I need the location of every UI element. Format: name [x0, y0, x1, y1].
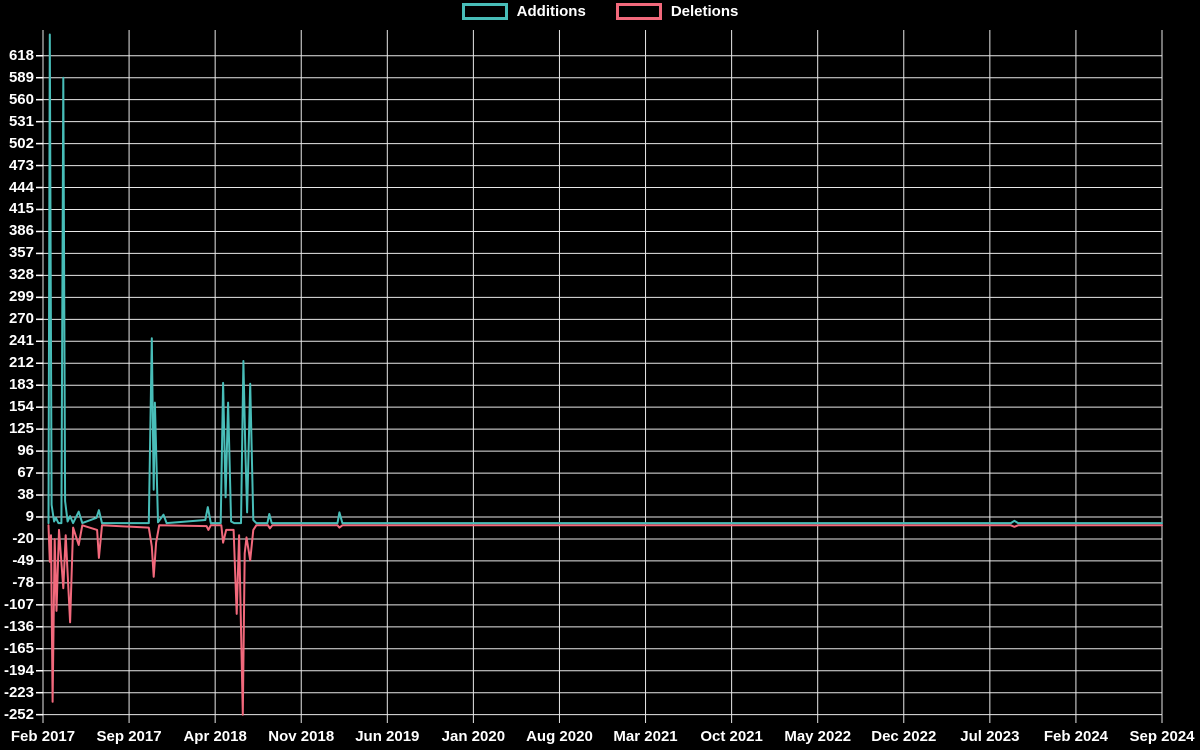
- x-tick-label: Oct 2021: [700, 728, 763, 745]
- y-tick-label: 9: [25, 507, 34, 525]
- y-tick-label: 183: [8, 376, 34, 394]
- additions-line: [47, 33, 1163, 525]
- y-tick-label: -49: [12, 551, 34, 569]
- legend-item-additions[interactable]: Additions: [461, 3, 586, 20]
- y-tick-label: -194: [3, 661, 34, 679]
- y-tick-label: -165: [3, 639, 34, 657]
- y-tick-label: 154: [8, 398, 34, 416]
- x-tick-label: Sep 2024: [1129, 728, 1195, 745]
- additions-swatch-icon: [461, 3, 508, 20]
- x-tick-label: Sep 2017: [96, 728, 162, 745]
- x-tick-label: Aug 2020: [526, 728, 593, 745]
- y-tick-label: 67: [17, 464, 34, 482]
- y-tick-label: 531: [8, 112, 34, 130]
- x-tick-label: Feb 2017: [10, 728, 76, 745]
- y-tick-label: 299: [8, 288, 34, 306]
- y-tick-label: 502: [8, 134, 34, 152]
- y-tick-label: 357: [8, 244, 34, 262]
- y-tick-label: -20: [12, 529, 34, 547]
- chart-legend: Additions Deletions: [0, 3, 1200, 20]
- y-tick-label: 241: [8, 332, 34, 350]
- y-tick-label: 415: [8, 200, 34, 218]
- y-tick-label: -223: [3, 683, 34, 701]
- y-tick-label: 328: [8, 266, 34, 284]
- y-tick-label: -252: [3, 705, 34, 723]
- legend-label-deletions: Deletions: [670, 3, 739, 20]
- y-tick-label: 96: [17, 442, 34, 460]
- x-tick-label: Feb 2024: [1043, 728, 1109, 745]
- y-tick-label: -107: [3, 595, 34, 613]
- y-tick-label: 473: [8, 156, 34, 174]
- y-tick-label: 38: [17, 486, 34, 504]
- y-tick-label: -78: [12, 573, 34, 591]
- y-tick-label: 444: [8, 178, 34, 196]
- legend-label-additions: Additions: [516, 3, 586, 20]
- x-tick-label: Nov 2018: [268, 728, 335, 745]
- y-tick-label: 212: [8, 354, 34, 372]
- x-tick-label: Apr 2018: [183, 728, 247, 745]
- deletions-line: [47, 524, 1163, 716]
- x-tick-label: Jul 2023: [960, 728, 1020, 745]
- x-tick-label: Jun 2019: [355, 728, 420, 745]
- y-tick-label: 589: [8, 68, 34, 86]
- y-tick-label: 270: [8, 310, 34, 328]
- legend-item-deletions[interactable]: Deletions: [615, 3, 739, 20]
- y-tick-label: 386: [8, 222, 34, 240]
- deletions-swatch-icon: [615, 3, 662, 20]
- y-tick-label: 125: [8, 420, 34, 438]
- x-tick-label: Jan 2020: [441, 728, 506, 745]
- x-tick-label: Mar 2021: [613, 728, 678, 745]
- x-tick-label: Dec 2022: [871, 728, 937, 745]
- y-tick-label: 618: [8, 46, 34, 64]
- y-tick-label: -136: [3, 617, 34, 635]
- x-tick-label: May 2022: [784, 728, 852, 745]
- y-tick-label: 560: [8, 90, 34, 108]
